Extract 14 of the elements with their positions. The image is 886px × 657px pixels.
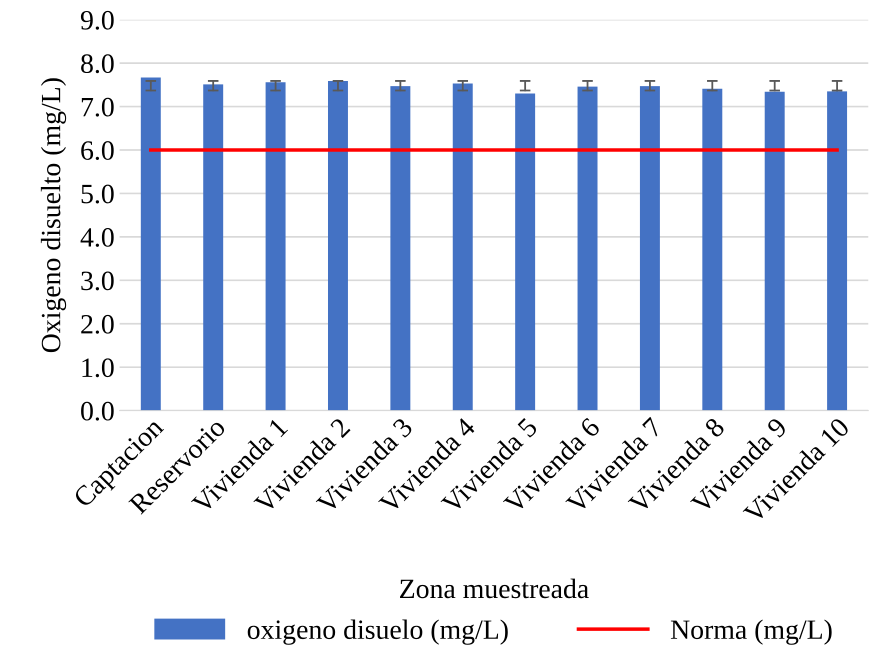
- y-axis-title: Oxigeno disuelto (mg/L): [40, 78, 66, 352]
- y-tick-label: 5.0: [82, 184, 114, 204]
- y-tick-label: 6.0: [81, 141, 114, 160]
- y-tick-label: 4.0: [80, 228, 114, 247]
- y-tick-label: 0.0: [81, 402, 114, 421]
- x-axis-title: Zona muestreada: [400, 578, 589, 598]
- y-tick-label: 9.0: [80, 10, 114, 30]
- legend-label: oxigeno disuelo (mg/L): [248, 620, 508, 645]
- y-tick-label: 1.0: [82, 358, 114, 378]
- y-tick-label: 2.0: [81, 314, 114, 334]
- legend-label: Norma (mg/L): [670, 620, 832, 645]
- y-tick-label: 8.0: [81, 54, 114, 74]
- y-tick-label: 3.0: [81, 271, 114, 290]
- y-tick-label: 7.0: [82, 98, 114, 117]
